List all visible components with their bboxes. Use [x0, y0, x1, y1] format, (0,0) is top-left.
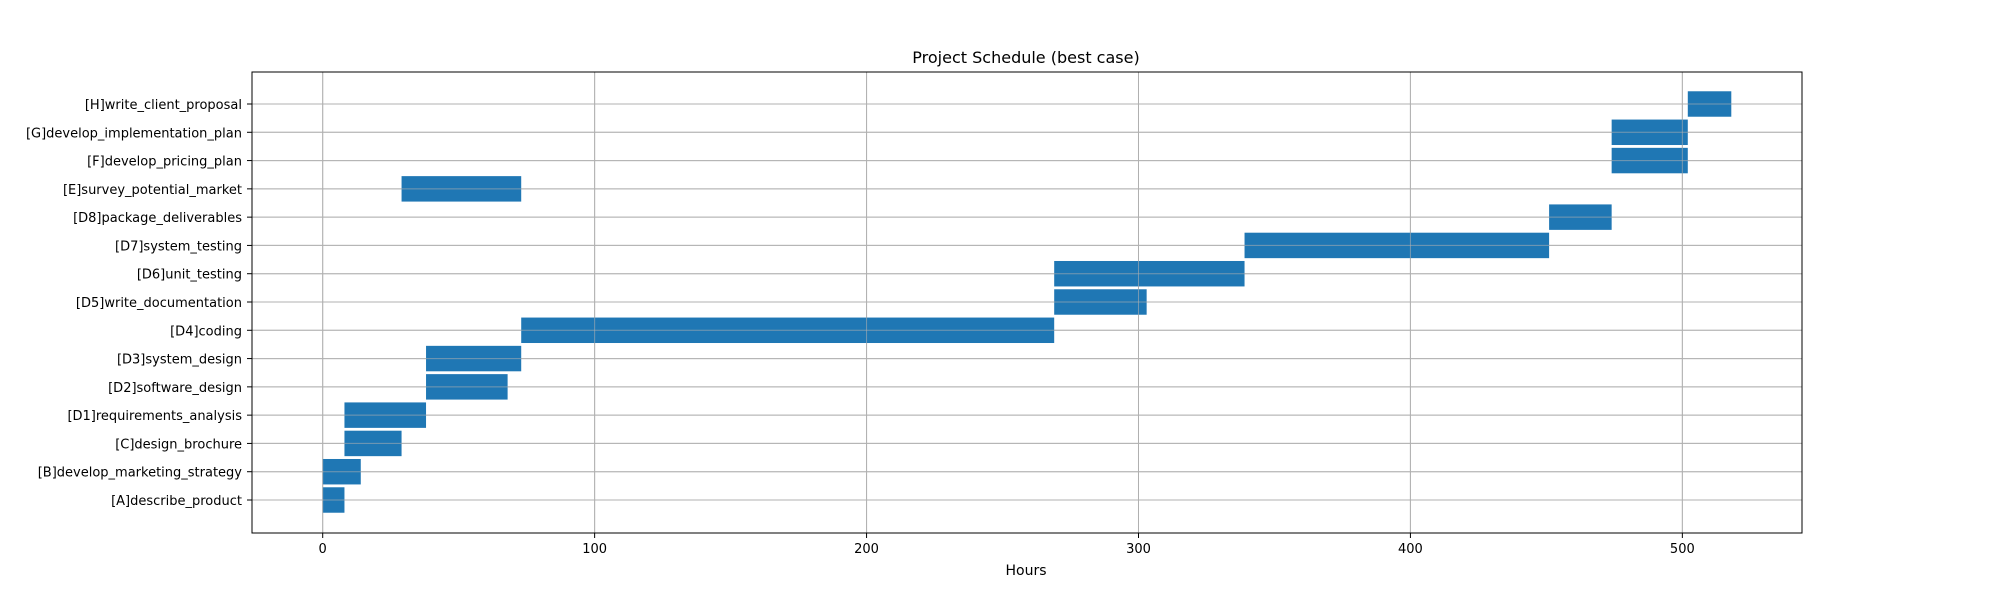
- y-tick-label: [E]survey_potential_market: [63, 183, 242, 198]
- x-tick-labels: 0 100 200 300 400 500: [319, 533, 1695, 557]
- x-tick-label: 0: [319, 542, 327, 557]
- task-bars: [252, 72, 1802, 533]
- x-tick-label: 500: [1670, 542, 1695, 557]
- y-tick-label: [G]develop_implementation_plan: [26, 126, 242, 141]
- x-tick-label: 200: [854, 542, 879, 557]
- y-tick-labels: [A]describe_product [B]develop_marketing_…: [26, 98, 252, 509]
- y-tick-label: [D4]coding: [170, 324, 242, 339]
- y-tick-label: [D3]system_design: [117, 353, 242, 368]
- y-tick-label: [A]describe_product: [111, 494, 242, 509]
- x-tick-label: 100: [582, 542, 607, 557]
- y-tick-label: [C]design_brochure: [115, 437, 242, 452]
- y-tick-label: [F]develop_pricing_plan: [87, 155, 242, 170]
- x-tick-label: 300: [1126, 542, 1151, 557]
- chart-title: Project Schedule (best case): [912, 48, 1139, 67]
- x-tick-label: 400: [1398, 542, 1423, 557]
- y-tick-label: [D5]write_documentation: [76, 296, 242, 311]
- plot-frame: [251, 71, 1803, 534]
- y-tick-label: [D7]system_testing: [115, 239, 242, 254]
- y-tick-label: [B]develop_marketing_strategy: [38, 466, 243, 481]
- y-tick-label: [H]write_client_proposal: [85, 98, 242, 113]
- x-axis-label: Hours: [1005, 563, 1046, 579]
- y-tick-label: [D8]package_deliverables: [73, 211, 242, 226]
- y-tick-label: [D2]software_design: [108, 381, 242, 396]
- y-tick-label: [D1]requirements_analysis: [67, 409, 242, 424]
- y-tick-label: [D6]unit_testing: [137, 268, 242, 283]
